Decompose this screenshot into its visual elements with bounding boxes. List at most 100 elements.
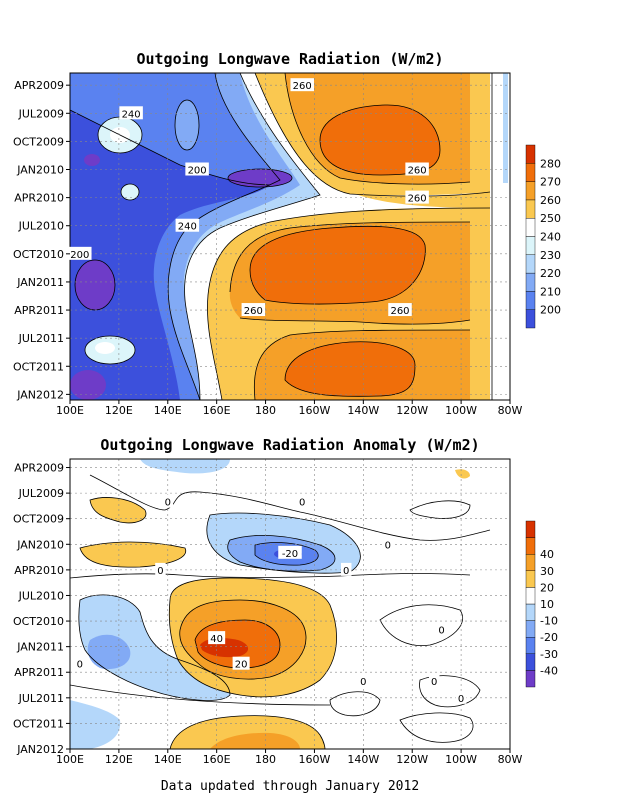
chart2-contour-label-bg (232, 656, 250, 670)
chart1-contour-label-bg (241, 303, 266, 317)
chart1-colorbar-label: 270 (540, 176, 561, 189)
chart1-colorbar-label: 250 (540, 212, 561, 225)
chart2-x-tick-label: 100E (56, 753, 84, 766)
chart1-contour-label: 260 (390, 306, 409, 317)
chart2-contour-label-bg (208, 631, 226, 645)
chart1-contour-label: 240 (178, 222, 197, 233)
chart2-x-tick-label: 160W (299, 753, 331, 766)
chart2-colorbar-label: 10 (540, 598, 554, 611)
chart1-x-tick-label: 180 (255, 404, 276, 417)
chart1-contour-label-bg (175, 218, 200, 232)
chart1-x-tick-label: 120W (396, 404, 428, 417)
chart2-frame (69, 458, 511, 750)
chart2-colorbar-swatch (525, 520, 536, 538)
chart2-x-tick-label: 160E (203, 753, 231, 766)
chart1-y-tick-label: JAN2010 (16, 164, 64, 177)
chart1-colorbar-swatch (525, 254, 536, 274)
chart2-y-tick-label: JAN2010 (16, 538, 64, 551)
chart2-colorbar-label: -30 (540, 648, 558, 661)
chart1-colorbar-swatch (525, 217, 536, 237)
chart2-colorbar-label: 30 (540, 565, 554, 578)
chart2-y-tick-label: APR2010 (14, 564, 64, 577)
chart2-colorbar-label: 40 (540, 548, 554, 561)
chart1-colorbar-swatch (525, 236, 536, 255)
chart2-x-tick-label: 120E (105, 753, 133, 766)
chart2-contour-label: 0 (385, 540, 391, 551)
chart1-contour-label-bg (405, 162, 429, 176)
chart1-colorbar-swatch (525, 181, 536, 201)
chart1-y-tick-label: OCT2011 (13, 360, 64, 373)
chart1-contour-label: 200 (70, 250, 89, 261)
chart2-contour-label: -20 (282, 549, 298, 560)
footer-note: Data updated through January 2012 (161, 779, 419, 794)
chart2-x-tick-label: 180 (255, 753, 276, 766)
chart2-y-tick-label: OCT2009 (13, 513, 64, 526)
chart1-contour-label-bg (68, 246, 92, 260)
chart2-contour-label: 0 (165, 498, 171, 509)
chart1-gridlines (70, 73, 510, 400)
chart1-colorbar-swatch (525, 291, 536, 310)
chart2-colorbar-swatch (525, 587, 536, 605)
chart2-contour-label-bg (455, 690, 467, 704)
chart1-contour-label: 200 (188, 166, 207, 177)
chart2-y-tick-label: APR2009 (14, 462, 64, 475)
chart2-contour-label: 40 (210, 634, 223, 645)
chart1-colorbar-label: 210 (540, 285, 561, 298)
chart2-y-tick-label: JUL2009 (18, 487, 64, 500)
chart2-y-tick-label: OCT2010 (13, 615, 64, 628)
chart1-colorbar-swatch (525, 309, 536, 329)
chart2-colorbar-swatch (525, 653, 536, 671)
chart2-contour-label-bg (340, 562, 352, 576)
chart1-contour-label-bg (405, 190, 429, 204)
chart1-field (70, 73, 510, 400)
chart1-y-tick-label: JAN2012 (16, 388, 64, 401)
chart1-y-tick-label: JUL2010 (18, 220, 64, 233)
chart1-colorbar-label: 280 (540, 157, 561, 170)
chart2-colorbar-swatch (525, 570, 536, 588)
chart2-x-tick-label: 140W (347, 753, 379, 766)
chart2-x-tick-label: 140E (154, 753, 182, 766)
chart2-y-tick-label: JUL2010 (18, 589, 64, 602)
chart2-title: Outgoing Longwave Radiation Anomaly (W/m… (100, 436, 479, 454)
chart2-colorbar-label: 20 (540, 581, 554, 594)
chart1-y-tick-label: APR2009 (14, 79, 64, 92)
chart1-y-tick-label: OCT2009 (13, 135, 64, 148)
chart1-y-tick-label: JUL2009 (18, 107, 64, 120)
chart1-colorbar-swatch (525, 144, 536, 164)
chart1-x-axis: 100E 120E 140E 160E 180 160W 140W 120W 100W 80W (56, 400, 523, 417)
chart2-field (70, 459, 510, 749)
chart1-x-tick-label: 140W (347, 404, 379, 417)
chart1-colorbar-swatch (525, 199, 536, 219)
chart2-contour-label: 0 (299, 498, 305, 509)
chart2-colorbar-label: -10 (540, 615, 558, 628)
chart1-y-axis: APR2009 JUL2009 OCT2009 JAN2010 APR2010 JUL20… (13, 79, 70, 401)
chart2-colorbar-swatch (525, 637, 536, 655)
chart1-colorbar-label: 240 (540, 231, 561, 244)
chart2-colorbar-swatch (525, 620, 536, 638)
chart1-colorbar-label: 200 (540, 304, 561, 317)
chart2-contour-label: 0 (360, 677, 366, 688)
chart2-contour-label: 0 (438, 626, 444, 637)
chart1-y-tick-label: JUL2011 (18, 332, 64, 345)
chart1-contour-label: 260 (293, 81, 312, 92)
chart2-x-axis: 100E 120E 140E 160E 180 160W 140W 120W 100W 80W (56, 749, 523, 766)
chart1-x-tick-label: 160E (203, 404, 231, 417)
chart2-contour-label-bg (74, 656, 86, 670)
chart2-colorbar-label: -40 (540, 664, 558, 677)
chart1-contour-label: 240 (122, 109, 141, 120)
chart1-x-tick-label: 100E (56, 404, 84, 417)
chart1-y-tick-label: JAN2011 (16, 276, 64, 289)
chart1-colorbar: 200 210 220 230 240 250 260 270 280 (525, 144, 561, 329)
chart1-x-tick-label: 120E (105, 404, 133, 417)
chart2-colorbar-swatch (525, 537, 536, 555)
chart1-x-tick-label: 100W (445, 404, 477, 417)
chart1-y-tick-label: OCT2010 (13, 248, 64, 261)
chart1-contour-labels: 260 240 200 260 260 240 200 260 260 (68, 78, 429, 317)
chart1-colorbar-label: 260 (540, 194, 561, 207)
chart2-contour-label: 0 (343, 566, 349, 577)
chart1-x-tick-label: 160W (299, 404, 331, 417)
chart1-colorbar-label: 220 (540, 267, 561, 280)
chart2-contour-label-bg (155, 562, 166, 576)
chart2-colorbar: -40 -30 -20 -10 10 20 30 40 (525, 520, 558, 688)
